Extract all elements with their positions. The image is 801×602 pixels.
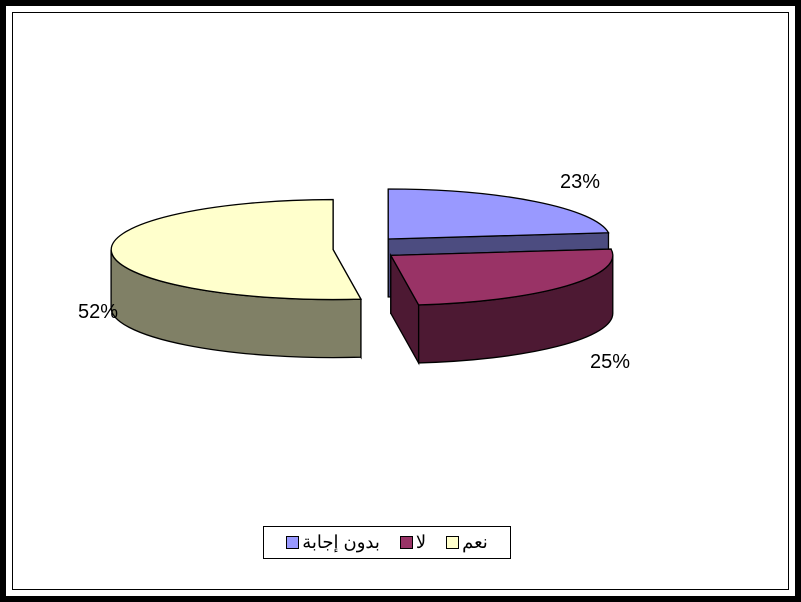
pie-slice-top-yes: [110, 198, 363, 301]
legend-swatch-no-answer: [286, 536, 300, 549]
legend-item-no: لا: [399, 532, 427, 553]
pie-slice-top-no: [389, 248, 614, 306]
legend-label-no-answer: بدون إجابة: [302, 532, 380, 552]
legend-item-yes: نعم: [446, 532, 488, 553]
data-label-yes: 52%: [78, 301, 118, 323]
legend-item-no-answer: بدون إجابة: [286, 532, 380, 553]
pie-slice-no: [389, 248, 614, 366]
chart-legend: بدون إجابة لا نعم: [263, 526, 511, 559]
chart-area-frame: [12, 12, 789, 590]
legend-label-no: لا: [415, 532, 427, 552]
data-label-no-answer: 23%: [560, 171, 600, 193]
legend-label-yes: نعم: [462, 532, 488, 552]
legend-swatch-no: [399, 536, 413, 549]
data-label-no: 25%: [590, 351, 630, 373]
pie-slice-yes: [110, 198, 363, 360]
legend-swatch-yes: [446, 536, 460, 549]
pie-slice-top-no-answer: [387, 188, 610, 240]
